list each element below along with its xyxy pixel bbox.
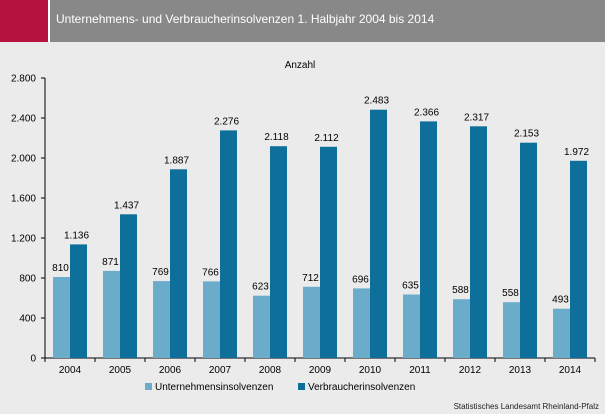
legend-unternehmen-label: Unternehmensinsolvenzen	[155, 382, 273, 393]
y-tick-label: 1.200	[11, 234, 36, 245]
header-bar: Unternehmens- und Verbraucherinsolvenzen…	[0, 0, 605, 42]
y-tick-label: 1.600	[11, 194, 36, 205]
data-label: 1.136	[64, 230, 89, 241]
y-tick-label: 0	[30, 354, 36, 365]
bar-verbraucher-2007	[220, 130, 237, 358]
data-label: 769	[152, 267, 169, 278]
x-tick-label: 2007	[209, 365, 232, 376]
bar-verbraucher-2005	[120, 214, 137, 358]
legend-verbraucher-swatch	[298, 383, 305, 390]
header-accent	[0, 0, 48, 42]
x-tick-label: 2005	[109, 365, 132, 376]
x-tick-label: 2012	[459, 365, 482, 376]
page-title: Unternehmens- und Verbraucherinsolvenzen…	[56, 12, 435, 26]
x-tick-label: 2004	[59, 365, 82, 376]
bar-verbraucher-2009	[320, 146, 337, 358]
data-label: 2.276	[214, 116, 239, 127]
source-note: Statistisches Landesamt Rheinland-Pfalz	[453, 402, 599, 411]
header-divider	[48, 0, 50, 42]
data-label: 2.112	[314, 133, 339, 144]
bar-unternehmen-2008	[253, 295, 270, 358]
y-tick-label: 2.800	[11, 74, 36, 85]
data-label: 493	[552, 295, 569, 306]
bar-verbraucher-2011	[420, 121, 437, 359]
x-tick-label: 2011	[409, 365, 431, 376]
data-label: 2.118	[264, 132, 289, 143]
data-label: 696	[352, 274, 369, 285]
bar-chart: Anzahl 0 400 800 1.200 1.600 2.000 2.400 2.800 81…	[11, 60, 596, 393]
bar-verbraucher-2006	[170, 169, 187, 358]
bar-verbraucher-2014	[570, 160, 587, 358]
data-label: 712	[302, 273, 319, 284]
x-tick-label: 2008	[259, 365, 282, 376]
y-axis-title: Anzahl	[285, 60, 316, 71]
x-tick-label: 2009	[309, 365, 332, 376]
data-label: 1.437	[114, 200, 139, 211]
bar-unternehmen-2004	[53, 277, 70, 358]
bar-unternehmen-2009	[303, 286, 320, 358]
legend-verbraucher-label: Verbraucherinsolvenzen	[308, 382, 415, 393]
data-label: 2.366	[414, 107, 439, 118]
y-tick-label: 400	[19, 314, 36, 325]
data-label: 1.972	[564, 147, 589, 158]
y-tick-label: 2.400	[11, 114, 36, 125]
bar-unternehmen-2005	[103, 270, 120, 358]
bar-verbraucher-2013	[520, 142, 537, 358]
data-label: 623	[252, 282, 269, 293]
bar-unternehmen-2010	[353, 288, 370, 358]
data-label: 2.153	[514, 129, 539, 140]
bar-unternehmen-2011	[403, 294, 420, 358]
data-label: 1.887	[164, 155, 189, 166]
bar-verbraucher-2010	[370, 109, 387, 358]
data-label: 635	[402, 281, 419, 292]
bar-unternehmen-2007	[203, 281, 220, 358]
bar-unternehmen-2014	[553, 308, 570, 358]
data-label: 810	[52, 263, 69, 274]
data-label: 766	[202, 267, 219, 278]
data-label: 2.317	[464, 112, 489, 123]
bar-verbraucher-2012	[470, 126, 487, 358]
x-tick-label: 2014	[559, 365, 582, 376]
bar-verbraucher-2008	[270, 146, 287, 358]
data-label: 588	[452, 285, 469, 296]
x-tick-label: 2010	[359, 365, 382, 376]
x-tick-label: 2013	[509, 365, 532, 376]
data-label: 2.483	[364, 96, 389, 107]
x-tick-label: 2006	[159, 365, 182, 376]
bar-unternehmen-2013	[503, 302, 520, 358]
data-label: 871	[102, 257, 119, 268]
bar-unternehmen-2012	[453, 299, 470, 358]
legend-unternehmen-swatch	[145, 383, 152, 390]
bar-verbraucher-2004	[70, 244, 87, 358]
y-tick-label: 2.000	[11, 154, 36, 165]
data-label: 558	[502, 288, 519, 299]
y-tick-label: 800	[19, 274, 36, 285]
bar-unternehmen-2006	[153, 281, 170, 358]
